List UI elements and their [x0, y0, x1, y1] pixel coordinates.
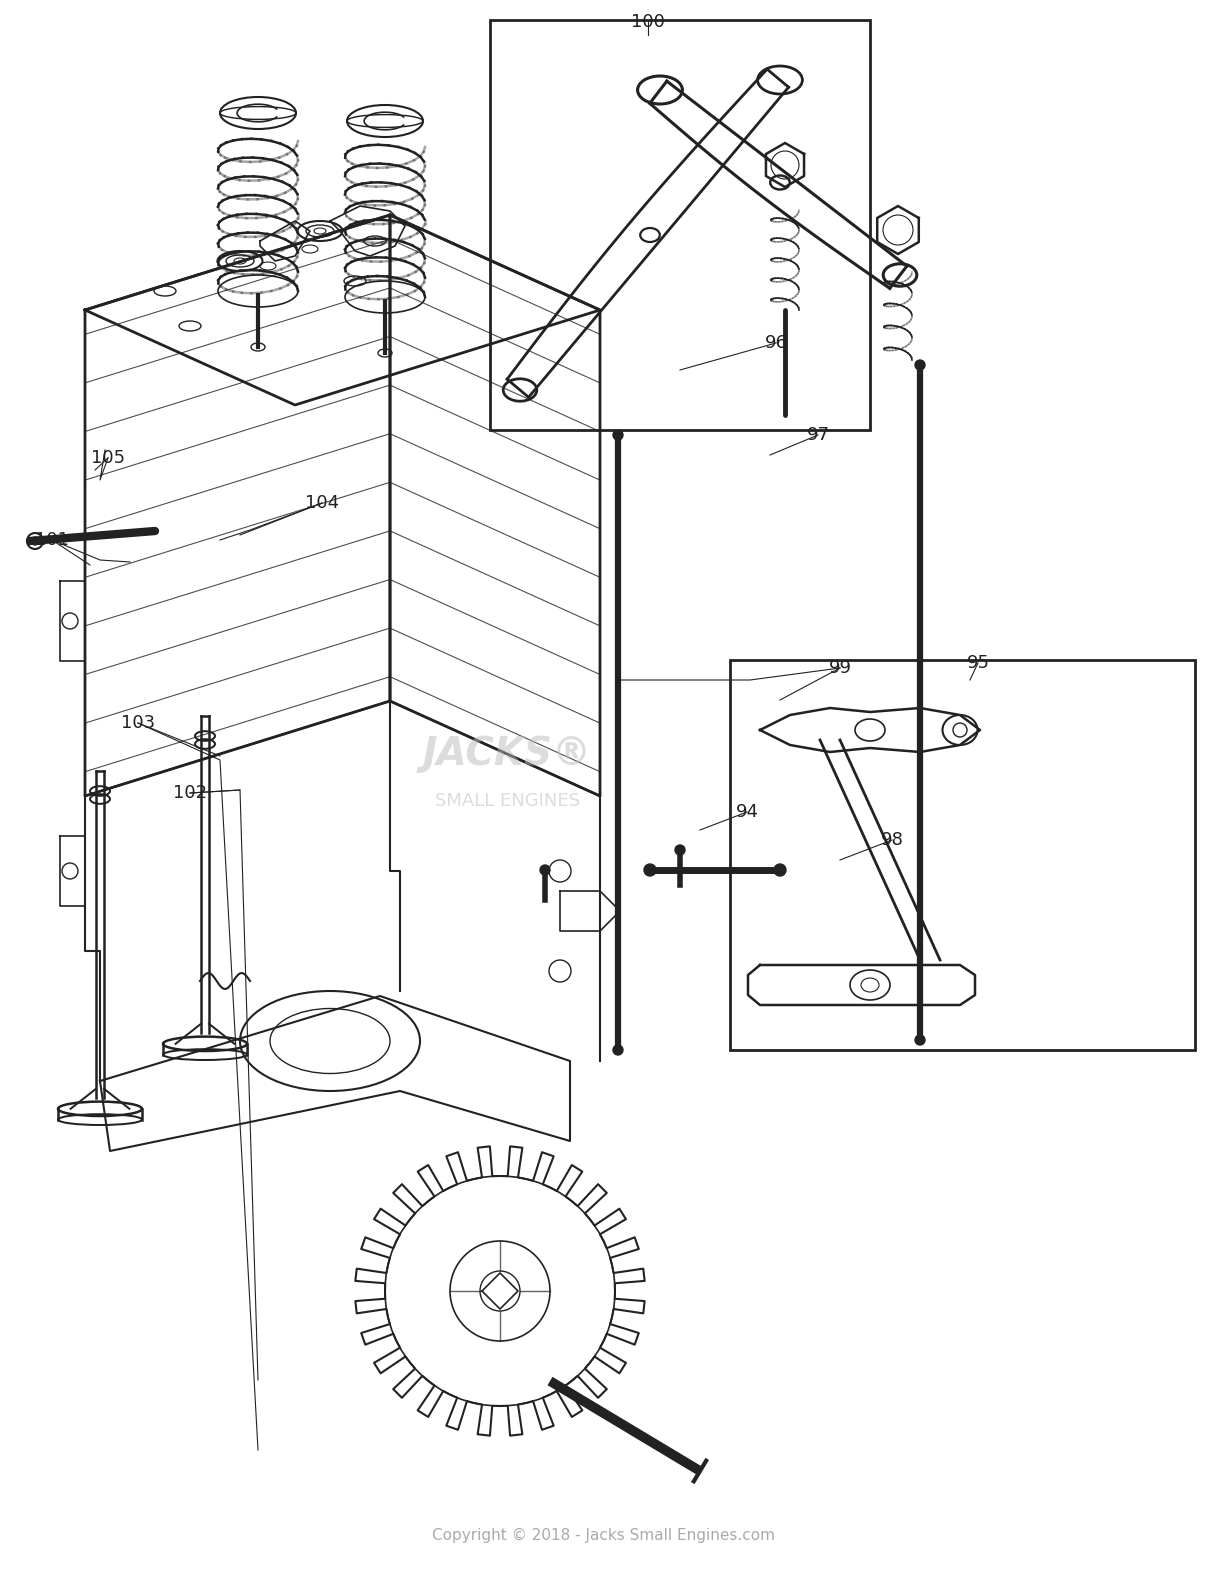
Text: 99: 99 [829, 658, 852, 677]
Ellipse shape [914, 1035, 925, 1045]
Ellipse shape [914, 360, 925, 371]
Text: JACKS®: JACKS® [423, 735, 592, 773]
Ellipse shape [540, 866, 550, 875]
Text: 102: 102 [173, 784, 207, 803]
Bar [490, 20, 870, 430]
Text: SMALL ENGINES: SMALL ENGINES [435, 792, 580, 811]
Text: 98: 98 [881, 831, 904, 848]
Text: Copyright © 2018 - Jacks Small Engines.com: Copyright © 2018 - Jacks Small Engines.c… [432, 1529, 776, 1543]
Ellipse shape [675, 845, 685, 855]
Ellipse shape [774, 864, 786, 877]
Text: 97: 97 [807, 426, 830, 445]
Text: 95: 95 [966, 654, 989, 672]
Text: 103: 103 [121, 713, 155, 732]
Text: 101: 101 [35, 531, 69, 548]
Ellipse shape [644, 864, 656, 877]
Text: 100: 100 [631, 13, 664, 31]
Text: 105: 105 [91, 449, 126, 467]
Bar [730, 660, 1195, 1049]
Text: 94: 94 [736, 803, 759, 822]
Text: 96: 96 [765, 335, 788, 352]
Text: 104: 104 [304, 493, 339, 512]
Ellipse shape [612, 430, 623, 440]
Ellipse shape [612, 1045, 623, 1056]
